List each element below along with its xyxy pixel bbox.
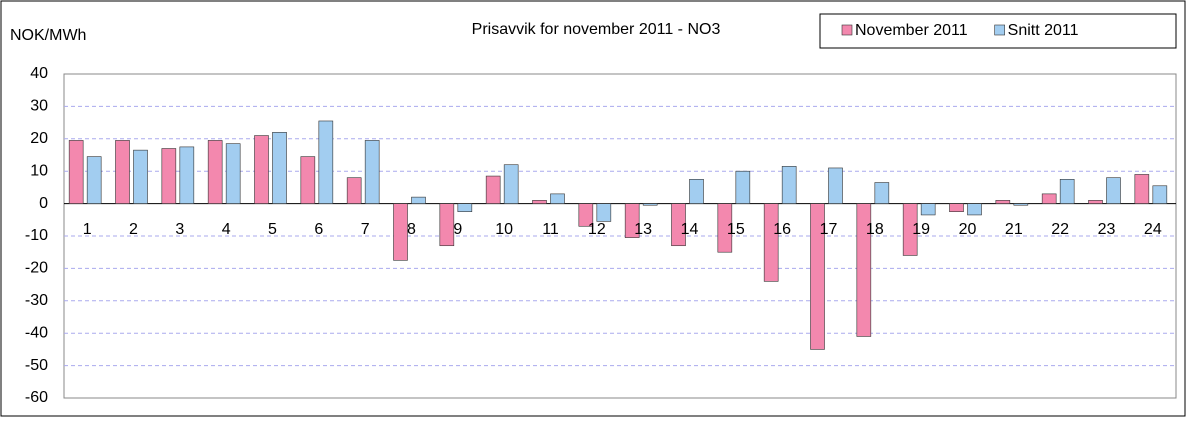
legend-label: November 2011	[855, 22, 968, 39]
x-tick-label: 4	[222, 221, 231, 238]
x-tick-label: 1	[83, 221, 92, 238]
x-tick-label: 8	[407, 221, 416, 238]
bar	[671, 203, 686, 247]
x-tick-label: 20	[959, 221, 977, 238]
bar	[920, 203, 936, 216]
bar	[781, 166, 797, 204]
y-tick-label: -10	[25, 227, 48, 244]
bar	[1059, 179, 1075, 204]
bar	[578, 203, 594, 227]
bar	[642, 203, 658, 206]
x-tick-label: 15	[727, 221, 745, 238]
legend-label: Snitt 2011	[1008, 22, 1079, 39]
bar	[161, 148, 177, 204]
x-tick-label: 12	[588, 221, 606, 238]
bar	[810, 203, 825, 350]
x-tick-label: 22	[1051, 221, 1069, 238]
x-tick-label: 21	[1005, 221, 1023, 238]
legend-swatch	[841, 24, 853, 36]
x-tick-label: 6	[314, 221, 323, 238]
y-tick-label: -30	[25, 292, 48, 309]
x-tick-label: 17	[820, 221, 838, 238]
x-tick-label: 19	[912, 221, 930, 238]
bar	[1152, 185, 1168, 204]
bar	[874, 182, 890, 204]
bar	[902, 203, 918, 256]
x-tick-label: 13	[634, 221, 652, 238]
y-tick-label: 30	[30, 98, 48, 115]
bar	[1041, 193, 1057, 204]
bar	[115, 140, 130, 204]
bar	[689, 179, 704, 204]
bar	[457, 203, 473, 213]
bar	[300, 156, 316, 204]
bar	[1106, 177, 1121, 204]
bar	[828, 167, 843, 204]
y-tick-label: -50	[25, 357, 48, 374]
bar	[133, 149, 148, 204]
bar	[735, 170, 751, 204]
bar	[624, 203, 640, 238]
bar	[949, 203, 964, 213]
bar	[532, 200, 547, 204]
x-tick-label: 10	[495, 221, 513, 238]
x-tick-label: 9	[453, 221, 462, 238]
x-tick-label: 18	[866, 221, 884, 238]
x-tick-label: 24	[1144, 221, 1162, 238]
bar	[1088, 200, 1103, 204]
bar	[179, 146, 195, 204]
x-tick-label: 5	[268, 221, 277, 238]
bar	[393, 203, 408, 261]
bar	[411, 196, 426, 204]
bar	[967, 203, 982, 216]
bar	[1134, 174, 1150, 204]
y-tick-label: 10	[30, 162, 48, 179]
y-tick-label: 0	[39, 195, 48, 212]
x-tick-label: 7	[361, 221, 370, 238]
x-tick-label: 2	[129, 221, 138, 238]
y-tick-label: 40	[30, 65, 48, 82]
x-tick-label: 3	[175, 221, 184, 238]
bar	[207, 140, 223, 204]
bar	[856, 203, 872, 337]
bar	[550, 193, 565, 204]
x-tick-label: 16	[773, 221, 791, 238]
bar	[1013, 203, 1029, 206]
bar	[254, 135, 269, 204]
bar	[503, 164, 519, 204]
chart-title: Prisavvik for november 2011 - NO3	[472, 21, 721, 38]
y-axis-label: NOK/MWh	[10, 27, 86, 44]
y-tick-label: -60	[25, 389, 48, 406]
bar	[225, 143, 241, 204]
bar	[346, 177, 362, 204]
bar	[596, 203, 612, 222]
bar	[485, 175, 501, 204]
y-tick-label: 20	[30, 130, 48, 147]
bar	[68, 140, 84, 204]
bar	[272, 132, 287, 204]
y-tick-label: -40	[25, 324, 48, 341]
x-tick-label: 23	[1098, 221, 1116, 238]
y-tick-label: -20	[25, 260, 48, 277]
bar	[763, 203, 779, 282]
bar	[364, 140, 380, 204]
bar	[439, 203, 455, 247]
bar	[86, 156, 102, 204]
bar	[318, 120, 334, 204]
x-tick-label: 11	[542, 221, 559, 238]
x-tick-label: 14	[681, 221, 699, 238]
bar	[717, 203, 733, 253]
legend-swatch	[994, 24, 1005, 36]
bar	[995, 200, 1011, 204]
